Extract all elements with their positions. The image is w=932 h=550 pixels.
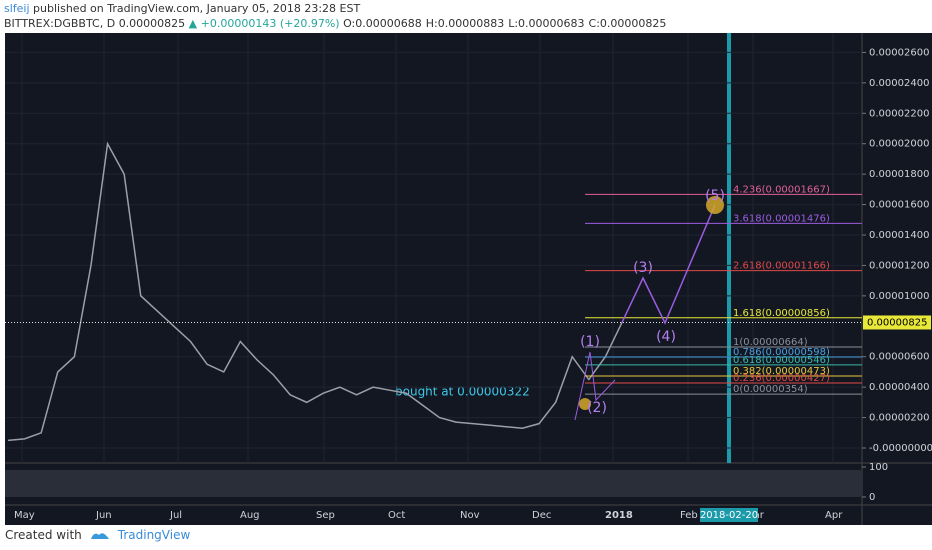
wave-path <box>574 351 616 421</box>
author[interactable]: slfeij <box>4 2 30 15</box>
y-tick-label: 0.00001200 <box>869 260 929 271</box>
x-tick-label: 2018 <box>605 510 633 521</box>
fib-label: 3.618(0.00001476) <box>733 213 830 224</box>
rsi-tick-label: 0 <box>869 492 875 503</box>
y-tick-label: 0.00002200 <box>869 108 929 119</box>
fib-label: 1.618(0.00000856) <box>733 308 830 319</box>
y-tick-label: 0.00002400 <box>869 78 929 89</box>
y-tick-label: 0.00001600 <box>869 200 929 211</box>
x-tick-label: Sep <box>316 510 335 521</box>
last-price-tag <box>863 315 931 330</box>
y-tick-label: 0.00001800 <box>869 169 929 180</box>
fib-label: 4.236(0.00001667) <box>733 184 830 195</box>
ohlc-value: H:0.00000883 <box>425 17 505 30</box>
y-tick-label: 0.00001400 <box>869 230 929 241</box>
last: 0.00000825 <box>118 17 186 30</box>
ohlc-value: C:0.00000825 <box>588 17 667 30</box>
x-tick-label: Oct <box>388 510 405 521</box>
brand[interactable]: TradingView <box>117 528 191 542</box>
y-tick-label: 0.00002600 <box>869 47 929 58</box>
wave-label: (3) <box>633 260 653 276</box>
rsi-tick-label: 100 <box>869 462 888 473</box>
annotation: bought at 0.00000322 <box>395 385 530 399</box>
published: published on TradingView.com, January 05… <box>33 2 361 15</box>
fib-label: 0.786(0.00000598) <box>733 347 830 358</box>
date-tag-label: 2018-02-20 <box>700 510 758 521</box>
rsi-band <box>5 470 862 497</box>
highlight-circle <box>579 398 591 410</box>
x-tick-label: Aug <box>240 510 260 521</box>
created: Created with <box>5 528 82 542</box>
y-tick-label: 0.00001000 <box>869 291 929 302</box>
symbol: BITTREX:DGBBTC, D <box>4 17 116 30</box>
fib-label: 0.618(0.00000546) <box>733 355 830 366</box>
fib-label: 2.618(0.00001166) <box>733 261 830 272</box>
x-tick-label: Feb <box>680 510 698 521</box>
date-marker-line <box>727 33 731 463</box>
fib-label: 0(0.00000354) <box>733 384 808 395</box>
y-tick-label: -0.00000000 <box>869 443 932 454</box>
fib-label: 0.382(0.00000473) <box>733 366 830 377</box>
x-tick-label: Jun <box>95 510 112 521</box>
logo <box>90 533 109 539</box>
wave-path <box>621 204 716 325</box>
price-line <box>7 141 623 442</box>
y-tick-label: 0.00000600 <box>869 352 929 363</box>
ohlc-value: L:0.00000683 <box>508 17 585 30</box>
wave-label: (4) <box>656 329 676 345</box>
ohlc: O:0.00000688 H:0.00000883 L:0.00000683 C:0.… <box>343 17 670 30</box>
x-tick-label: Apr <box>825 510 843 521</box>
wave-label: (1) <box>580 334 600 350</box>
y-tick-label: 0.00000200 <box>869 413 929 424</box>
date-tag <box>700 508 758 522</box>
x-tick-label: Dec <box>532 510 551 521</box>
highlight-circle <box>706 196 724 214</box>
y-tick-label: 0.00000400 <box>869 382 929 393</box>
x-tick-label: May <box>14 510 35 521</box>
fib-label: 1(0.00000664) <box>733 337 808 348</box>
fib-label: 0.236(0.00000427) <box>733 373 830 384</box>
chart: bought at 0.00000322 -0.00000000 0.000002… <box>5 33 932 525</box>
wave-label: (5) <box>705 188 725 204</box>
publisher-line: slfeij published on TradingView.com, Jan… <box>4 2 360 15</box>
ohlc-value: O:0.00000688 <box>343 17 422 30</box>
footer: Created with TradingView <box>5 528 190 542</box>
last-price-label: 0.00000825 <box>867 317 927 328</box>
change: ▲ +0.00000143 (+20.97%) <box>188 17 340 30</box>
y-tick-label: 0.00002000 <box>869 139 929 150</box>
symbol-line: BITTREX:DGBBTC, D 0.00000825 ▲ +0.000001… <box>4 17 670 30</box>
wave-label: (2) <box>587 400 607 416</box>
x-tick-label: Jul <box>169 510 182 521</box>
x-tick-label: Nov <box>460 510 480 521</box>
